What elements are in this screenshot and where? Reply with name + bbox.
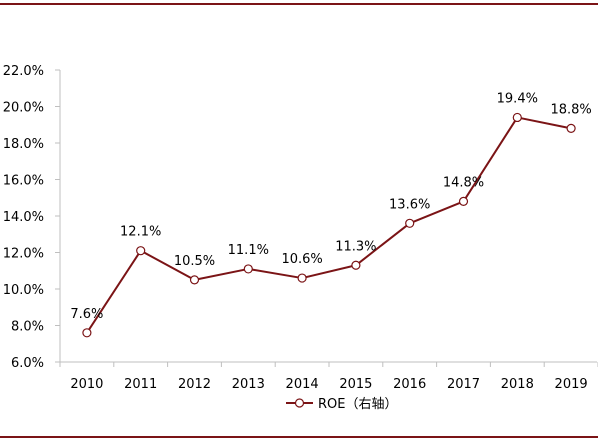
x-axis: 2010 2011 2012 2013 2014 2015 2016 2017 2018 2019 bbox=[59, 361, 598, 392]
y-axis: 6.0% 8.0% 10.0% 12.0% 14.0% 16.0% 18.0% 20.0% 22… bbox=[3, 64, 61, 371]
y-tick-label: 20.0% bbox=[3, 101, 44, 116]
y-tick-label: 6.0% bbox=[11, 356, 44, 371]
y-tick-label: 22.0% bbox=[3, 64, 44, 79]
x-tick-label: 2015 bbox=[339, 377, 372, 392]
x-tick-label: 2011 bbox=[124, 377, 157, 392]
series-layer: 7.6% 12.1% 10.5% 11.1% 10.6% 11.3% 13.6% 14.8% 1… bbox=[70, 91, 592, 338]
data-point-marker bbox=[566, 123, 576, 133]
x-tick-label: 2019 bbox=[555, 377, 588, 392]
x-tick-label: 2018 bbox=[501, 377, 534, 392]
x-tick-label: 2010 bbox=[70, 377, 103, 392]
data-label: 12.1% bbox=[120, 225, 161, 240]
data-point-marker bbox=[82, 328, 92, 338]
x-tick-label: 2013 bbox=[232, 377, 265, 392]
data-point-marker bbox=[512, 112, 522, 123]
roe-series-line bbox=[86, 116, 572, 334]
x-tick-label: 2012 bbox=[178, 377, 211, 392]
data-label: 7.6% bbox=[70, 307, 103, 322]
y-tick-label: 10.0% bbox=[3, 283, 44, 298]
legend-marker-swatch bbox=[294, 398, 305, 408]
data-point-marker bbox=[243, 264, 253, 274]
data-label: 14.8% bbox=[443, 175, 484, 190]
y-tick-label: 14.0% bbox=[3, 210, 44, 225]
y-tick-label: 8.0% bbox=[11, 320, 44, 335]
data-label: 10.6% bbox=[281, 252, 322, 267]
x-tick-label: 2016 bbox=[393, 377, 426, 392]
data-point-marker bbox=[405, 218, 415, 228]
y-tick-label: 16.0% bbox=[3, 174, 44, 189]
x-tick-label: 2014 bbox=[286, 377, 319, 392]
data-label: 19.4% bbox=[497, 91, 538, 106]
data-label: 10.5% bbox=[174, 254, 215, 269]
data-label: 11.1% bbox=[228, 243, 269, 258]
data-label: 13.6% bbox=[389, 197, 430, 212]
legend: ROE（右轴） bbox=[286, 397, 397, 412]
legend-label: ROE（右轴） bbox=[318, 397, 397, 412]
data-label: 18.8% bbox=[550, 102, 591, 117]
data-point-marker bbox=[297, 273, 307, 283]
data-point-marker bbox=[458, 196, 469, 206]
y-tick-label: 12.0% bbox=[3, 247, 44, 262]
data-point-marker bbox=[351, 260, 361, 270]
y-tick-label: 18.0% bbox=[3, 137, 44, 152]
data-point-marker bbox=[136, 246, 146, 256]
data-point-marker bbox=[189, 275, 200, 285]
data-label: 11.3% bbox=[335, 239, 376, 254]
x-tick-label: 2017 bbox=[447, 377, 480, 392]
